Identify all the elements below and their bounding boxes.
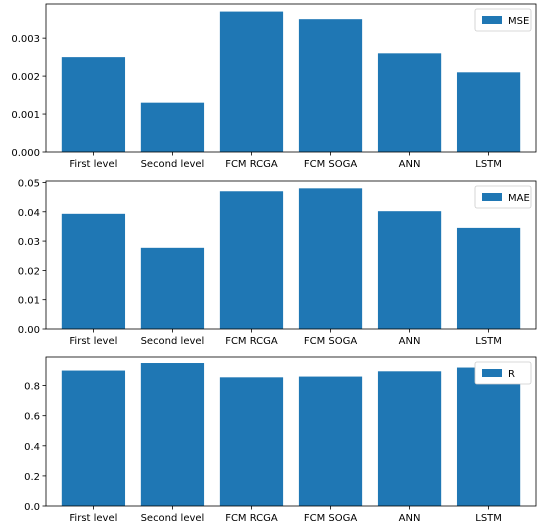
bar-r-1 <box>140 363 205 506</box>
axes-frame <box>45 356 537 507</box>
y-tick-label: 0.4 <box>24 442 40 453</box>
legend-label: R <box>508 369 515 380</box>
legend-swatch <box>482 193 502 201</box>
y-tick-label: 0.01 <box>18 296 40 307</box>
y-tick-label: 0.001 <box>11 110 40 121</box>
x-tick-label: FCM RCGA <box>225 336 278 347</box>
bar-r-2 <box>219 377 284 506</box>
legend-label: MAE <box>508 193 530 204</box>
y-tick-label: 0.0 <box>24 502 40 513</box>
y-tick-label: 0.05 <box>18 178 40 189</box>
bar-mse-4 <box>377 53 442 152</box>
x-tick-label: First level <box>69 336 117 347</box>
axes-frame <box>45 3 537 153</box>
bar-mae-0 <box>61 213 126 329</box>
y-tick-label: 0.003 <box>11 34 40 45</box>
legend-box <box>474 185 532 209</box>
x-tick-label: Second level <box>141 336 205 347</box>
x-tick-label: ANN <box>399 513 421 524</box>
legend-swatch <box>482 16 502 24</box>
x-tick-label: LSTM <box>475 159 502 170</box>
bar-mse-3 <box>298 19 363 153</box>
x-tick-label: LSTM <box>475 336 502 347</box>
bar-r-0 <box>61 370 126 506</box>
x-tick-label: FCM SOGA <box>304 159 358 170</box>
y-tick-label: 0.04 <box>18 208 40 219</box>
x-tick-label: LSTM <box>475 513 502 524</box>
bar-r-4 <box>377 371 442 506</box>
x-tick-label: First level <box>69 159 117 170</box>
y-tick-label: 0.2 <box>24 472 40 483</box>
legend-swatch <box>482 369 502 377</box>
bar-r-5 <box>456 367 521 506</box>
x-tick-label: First level <box>69 513 117 524</box>
x-tick-label: FCM RCGA <box>225 159 278 170</box>
bar-mae-2 <box>219 191 284 329</box>
x-tick-label: Second level <box>141 159 205 170</box>
legend-label: MSE <box>508 16 529 27</box>
y-tick-label: 0.002 <box>11 72 40 83</box>
bar-mse-0 <box>61 57 126 152</box>
x-tick-label: FCM RCGA <box>225 513 278 524</box>
x-tick-label: FCM SOGA <box>304 513 358 524</box>
axes-frame <box>45 180 537 330</box>
bar-mae-5 <box>456 227 521 329</box>
y-tick-label: 0.00 <box>18 325 40 336</box>
bar-mae-1 <box>140 247 205 329</box>
bar-mse-1 <box>140 102 205 152</box>
y-tick-label: 0.03 <box>18 237 40 248</box>
bar-mae-4 <box>377 211 442 329</box>
x-tick-label: ANN <box>399 336 421 347</box>
legend-box <box>474 361 532 385</box>
bar-mae-3 <box>298 188 363 329</box>
bar-mse-5 <box>456 72 521 152</box>
x-tick-label: ANN <box>399 159 421 170</box>
y-tick-label: 0.8 <box>24 382 40 393</box>
y-tick-label: 0.6 <box>24 412 40 423</box>
y-tick-label: 0.02 <box>18 266 40 277</box>
legend-box <box>474 8 532 32</box>
bar-r-3 <box>298 376 363 506</box>
x-tick-label: Second level <box>141 513 205 524</box>
y-tick-label: 0.000 <box>11 148 40 159</box>
x-tick-label: FCM SOGA <box>304 336 358 347</box>
bar-mse-2 <box>219 11 284 153</box>
